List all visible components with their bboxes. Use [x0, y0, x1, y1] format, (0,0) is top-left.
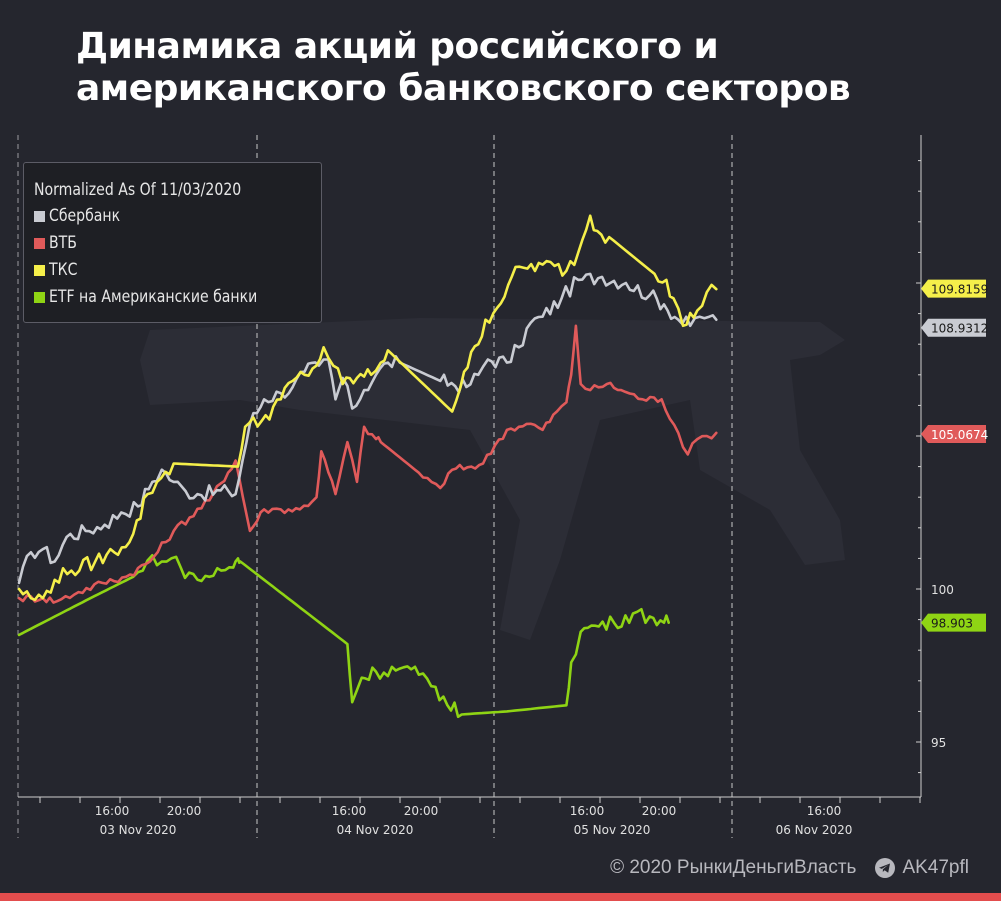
x-tick-label: 20:00: [404, 804, 439, 818]
bottom-accent-bar: [0, 893, 1001, 901]
x-day-label: 05 Nov 2020: [574, 823, 651, 837]
x-tick-label: 20:00: [167, 804, 202, 818]
x-day-label: 04 Nov 2020: [337, 823, 414, 837]
telegram-icon: [875, 858, 896, 878]
legend-label-etf: ETF на Американские банки: [49, 287, 258, 307]
footer: © 2020 РынкиДеньгиВласть AK47pfl: [610, 857, 969, 879]
series-line-vtb: [17, 324, 718, 604]
legend-label-tks: ТКС: [49, 260, 78, 280]
x-tick-label: 16:00: [332, 804, 367, 818]
legend-item-sber: Сбербанк: [34, 203, 321, 230]
x-tick-label: 20:00: [642, 804, 677, 818]
x-day-label: 06 Nov 2020: [776, 823, 853, 837]
last-value-tag-tks-label: 109.8159: [931, 283, 988, 297]
x-day-label: 03 Nov 2020: [100, 823, 177, 837]
telegram-link[interactable]: AK47pfl: [874, 857, 969, 879]
legend-header: Normalized As Of 11/03/2020: [34, 180, 242, 200]
series-line-tks: [17, 214, 718, 602]
chart-legend: Normalized As Of 11/03/2020 Сбербанк ВТБ…: [23, 162, 322, 323]
x-tick-label: 16:00: [95, 804, 130, 818]
y-tick-label-95: 95: [931, 736, 946, 750]
series-line-etf: [17, 554, 670, 719]
series-line-sber: [17, 272, 718, 585]
last-value-tag-tks: [921, 279, 986, 298]
legend-label-vtb: ВТБ: [49, 233, 77, 253]
legend-item-tks: ТКС: [34, 257, 321, 284]
chart-title: Динамика акций российского и американско…: [76, 26, 956, 110]
x-tick-label: 16:00: [807, 804, 842, 818]
legend-item-vtb: ВТБ: [34, 230, 321, 257]
telegram-handle: AK47pfl: [902, 857, 969, 878]
title-line-2: американского банковского секторов: [76, 68, 851, 109]
last-value-tag-etf-label: 98.903: [931, 617, 973, 631]
legend-swatch-vtb: [34, 238, 45, 249]
legend-label-sber: Сбербанк: [49, 206, 121, 226]
watermark-silhouette: [140, 318, 845, 640]
copyright-text: © 2020 РынкиДеньгиВласть: [610, 857, 857, 878]
last-value-tag-etf: [921, 613, 986, 632]
legend-swatch-sber: [34, 211, 45, 222]
legend-swatch-etf: [34, 292, 45, 303]
y-tick-label-100: 100: [931, 583, 954, 597]
x-tick-label: 16:00: [570, 804, 605, 818]
last-value-tag-sber: [921, 318, 986, 337]
legend-swatch-tks: [34, 265, 45, 276]
title-line-1: Динамика акций российского и: [76, 26, 719, 67]
last-value-tag-vtb-label: 105.0674: [931, 428, 988, 442]
legend-item-etf: ETF на Американские банки: [34, 284, 321, 311]
last-value-tag-vtb: [921, 424, 986, 443]
last-value-tag-sber-label: 108.9312: [931, 322, 988, 336]
